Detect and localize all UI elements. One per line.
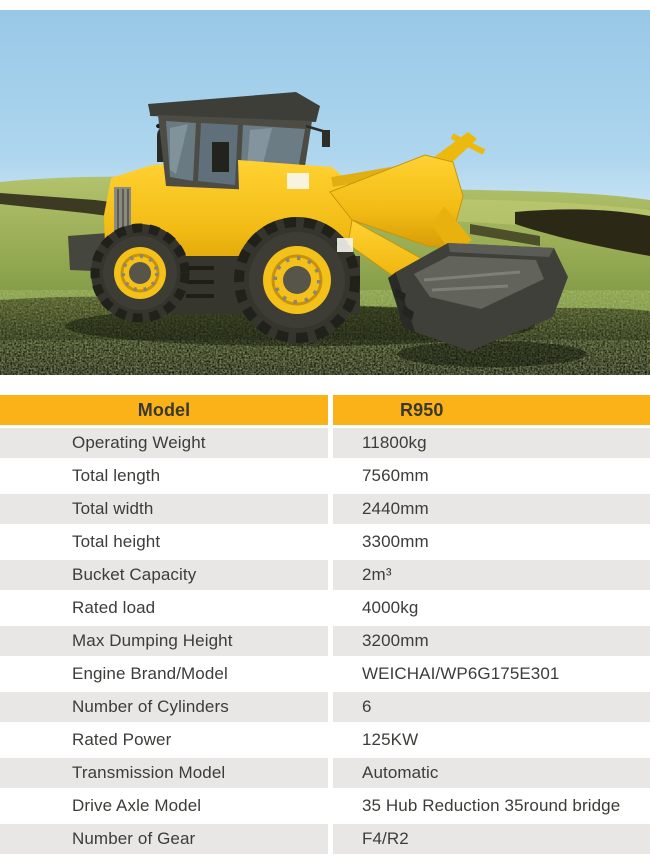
header-variant: R950 bbox=[333, 395, 650, 425]
table-row: Transmission Model Automatic bbox=[0, 758, 650, 788]
spec-value: 2m³ bbox=[333, 560, 650, 590]
table-row: Total width 2440mm bbox=[0, 494, 650, 524]
table-header-row: Model R950 bbox=[0, 395, 650, 425]
spec-label: Number of Cylinders bbox=[0, 692, 328, 722]
spec-value: 4000kg bbox=[362, 598, 419, 617]
spec-label: Drive Axle Model bbox=[72, 796, 202, 815]
table-row: Operating Weight 11800kg bbox=[0, 428, 650, 458]
table-row: Bucket Capacity 2m³ bbox=[0, 560, 650, 590]
spec-label: Transmission Model bbox=[0, 758, 328, 788]
spec-label: Rated Power bbox=[72, 730, 172, 749]
table-row: Engine Brand/Model WEICHAI/WP6G175E301 bbox=[0, 659, 650, 689]
specification-table: Model R950 Operating Weight 11800kg Tota… bbox=[0, 395, 650, 857]
spec-value: 35 Hub Reduction 35round bridge bbox=[362, 796, 621, 815]
spec-value: Automatic bbox=[333, 758, 650, 788]
table-row: Total height 3300mm bbox=[0, 527, 650, 557]
spec-value: 3300mm bbox=[362, 532, 429, 551]
spec-value: 2440mm bbox=[333, 494, 650, 524]
table-row: Number of Gear F4/R2 bbox=[0, 824, 650, 854]
table-row: Total length 7560mm bbox=[0, 461, 650, 491]
spec-value: 7560mm bbox=[362, 466, 429, 485]
spec-value: WEICHAI/WP6G175E301 bbox=[362, 664, 560, 683]
table-row: Number of Cylinders 6 bbox=[0, 692, 650, 722]
bucket bbox=[388, 243, 568, 351]
spec-value: 3200mm bbox=[333, 626, 650, 656]
table-row: Rated Power 125KW bbox=[0, 725, 650, 755]
spec-label: Number of Gear bbox=[0, 824, 328, 854]
header-model: Model bbox=[0, 395, 328, 425]
spec-label: Rated load bbox=[72, 598, 156, 617]
spec-label: Total width bbox=[0, 494, 328, 524]
table-row: Max Dumping Height 3200mm bbox=[0, 626, 650, 656]
spec-value: 11800kg bbox=[333, 428, 650, 458]
spec-value: F4/R2 bbox=[333, 824, 650, 854]
front-wheel bbox=[234, 217, 360, 343]
spec-label: Total height bbox=[72, 532, 161, 551]
spec-label: Engine Brand/Model bbox=[72, 664, 228, 683]
spec-label: Max Dumping Height bbox=[0, 626, 328, 656]
product-photo-wheel-loader bbox=[0, 10, 650, 375]
spec-value: 125KW bbox=[362, 730, 419, 749]
spec-label: Operating Weight bbox=[0, 428, 328, 458]
rear-wheel bbox=[90, 223, 190, 323]
wheel-loader-illustration bbox=[65, 92, 587, 367]
spec-label: Total length bbox=[72, 466, 161, 485]
table-row: Rated load 4000kg bbox=[0, 593, 650, 623]
table-row: Drive Axle Model 35 Hub Reduction 35roun… bbox=[0, 791, 650, 821]
spec-value: 6 bbox=[333, 692, 650, 722]
spec-label: Bucket Capacity bbox=[0, 560, 328, 590]
